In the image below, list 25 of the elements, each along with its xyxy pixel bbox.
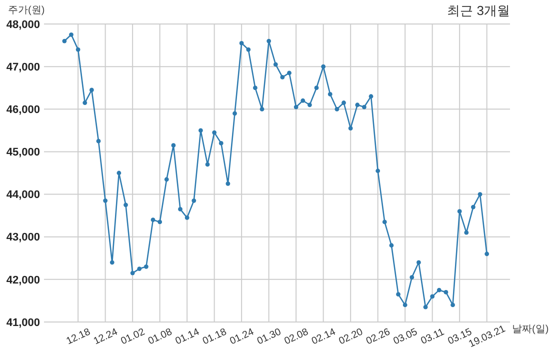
y-tick-label: 41,000	[6, 316, 40, 329]
x-tick-label: 01.08	[146, 326, 174, 348]
y-tick-label: 44,000	[6, 189, 40, 202]
y-tick-label: 47,000	[6, 61, 40, 74]
x-tick-label: 01.18	[201, 326, 229, 348]
x-tick-label: 01.02	[119, 326, 148, 348]
x-tick-label: 02.14	[310, 326, 338, 348]
x-tick-label: 01.24	[228, 326, 256, 348]
y-axis-title: 주가(원)	[8, 5, 45, 16]
y-tick-label: 45,000	[6, 146, 40, 159]
y-tick-label: 42,000	[6, 274, 40, 286]
x-tick-label: 01.14	[174, 326, 202, 348]
x-tick-label: 03.11	[419, 326, 446, 348]
y-tick-label: 43,000	[6, 232, 40, 244]
x-tick-label: 02.20	[337, 326, 366, 348]
y-tick-label: 46,000	[6, 104, 40, 116]
x-tick-label: 02.26	[364, 326, 392, 348]
chart-title: 최근 3개월	[447, 3, 510, 18]
x-tick-label: 01.30	[256, 326, 284, 348]
y-tick-label: 48,000	[6, 18, 40, 31]
x-tick-label: 03.05	[392, 326, 420, 348]
x-tick-label: 12.24	[92, 326, 120, 348]
x-tick-label: 12.18	[64, 326, 93, 348]
x-axis-title: 날짜(일)	[512, 324, 549, 335]
x-tick-label: 02.08	[282, 326, 311, 348]
